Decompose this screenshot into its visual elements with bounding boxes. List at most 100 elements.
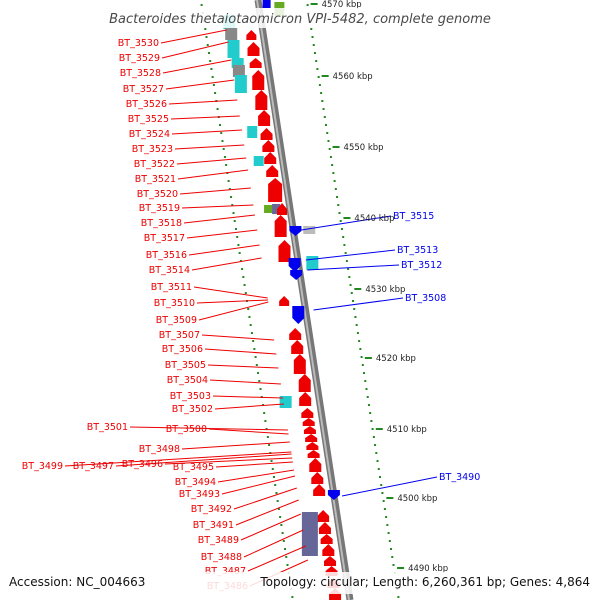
guide-dot	[326, 132, 329, 134]
guide-dot	[268, 444, 271, 446]
guide-dot	[347, 268, 350, 270]
gene-label-left[interactable]: BT_3517	[144, 233, 185, 244]
label-connector	[168, 99, 238, 105]
gene-label-left[interactable]: BT_3502	[172, 404, 213, 415]
gene-label-left[interactable]: BT_3498	[139, 444, 180, 455]
gene-label-left[interactable]: BT_3510	[154, 298, 195, 309]
gene-label-left[interactable]: BT_3494	[175, 477, 216, 488]
gene-label-left[interactable]: BT_3489	[198, 535, 239, 546]
gene-label-left[interactable]: BT_3511	[151, 282, 192, 293]
guide-dot	[318, 84, 321, 86]
guide-dot	[241, 268, 244, 270]
gene-label-left[interactable]: BT_3514	[149, 265, 190, 276]
guide-dot	[254, 356, 257, 358]
gene-feature-box	[253, 156, 264, 166]
label-connector	[164, 457, 293, 465]
forward-gene-arrow	[246, 30, 257, 40]
gene-label-left[interactable]: BT_3523	[132, 144, 173, 155]
gene-label-left[interactable]: BT_3522	[134, 159, 175, 170]
gene-label-right[interactable]: BT_3490	[439, 472, 480, 483]
guide-dot	[337, 204, 340, 206]
gene-label-right[interactable]: BT_3515	[393, 211, 434, 222]
footer-background	[0, 572, 600, 594]
gene-label-left[interactable]: BT_3497	[73, 461, 114, 472]
label-connector	[301, 215, 392, 231]
guide-dot	[366, 396, 369, 398]
gene-label-left[interactable]: BT_3527	[123, 84, 164, 95]
guide-dot	[243, 284, 246, 286]
guide-dot	[329, 156, 332, 158]
gene-label-left[interactable]: BT_3529	[119, 53, 160, 64]
label-connectors	[64, 29, 438, 587]
guide-dot	[327, 140, 330, 142]
forward-gene-arrow	[249, 58, 262, 68]
gene-label-left[interactable]: BT_3487	[205, 566, 246, 577]
guide-dot	[338, 212, 341, 214]
guide-dot	[291, 596, 294, 598]
forward-gene-arrow	[274, 215, 287, 237]
label-connector	[165, 79, 235, 90]
guide-dot	[312, 44, 315, 46]
guide-dot	[340, 228, 343, 230]
gene-label-left[interactable]: BT_3524	[129, 129, 170, 140]
label-connector	[247, 545, 306, 572]
reverse-gene-arrow	[289, 226, 302, 236]
gene-label-left[interactable]: BT_3499	[22, 461, 63, 472]
gene-label-left[interactable]: BT_3520	[137, 189, 178, 200]
guide-dot	[339, 220, 342, 222]
gene-label-left[interactable]: BT_3501	[87, 422, 128, 433]
guide-dot	[286, 564, 289, 566]
gene-label-left[interactable]: BT_3496	[122, 459, 163, 470]
gene-label-left[interactable]: BT_3525	[128, 114, 169, 125]
gene-label-left[interactable]: BT_3491	[193, 520, 234, 531]
summary-text: Topology: circular; Length: 6,260,361 bp…	[259, 575, 590, 589]
guide-dot	[204, 28, 207, 30]
reverse-gene-arrow	[290, 270, 303, 280]
label-connector	[221, 475, 296, 495]
gene-label-right[interactable]: BT_3512	[401, 260, 442, 271]
guide-dot	[261, 404, 264, 406]
gene-label-left[interactable]: BT_3503	[170, 391, 211, 402]
gene-label-left[interactable]: BT_3519	[139, 203, 180, 214]
gene-label-left[interactable]: BT_3526	[126, 99, 167, 110]
label-connector	[207, 364, 279, 369]
gene-label-left[interactable]: BT_3506	[162, 344, 203, 355]
gene-label-left[interactable]: BT_3528	[120, 68, 161, 79]
guide-dot	[374, 444, 377, 446]
gene-label-left[interactable]: BT_3518	[141, 218, 182, 229]
forward-gene-arrow	[307, 450, 320, 458]
forward-gene-arrow	[260, 128, 273, 140]
forward-gene-arrow	[302, 418, 315, 426]
guide-dot	[391, 556, 394, 558]
gene-label-left[interactable]: BT_3507	[159, 330, 200, 341]
guide-dot	[390, 548, 393, 550]
gene-label-right[interactable]: BT_3508	[405, 293, 446, 304]
gene-label-left[interactable]: BT_3495	[173, 462, 214, 473]
gene-label-left[interactable]: BT_3493	[179, 489, 220, 500]
guide-dot	[332, 172, 335, 174]
gene-label-left[interactable]: BT_3530	[118, 38, 159, 49]
gene-label-right[interactable]: BT_3513	[397, 245, 438, 256]
label-connector	[129, 426, 288, 431]
gene-label-left[interactable]: BT_3509	[156, 315, 197, 326]
gene-label-left[interactable]: BT_3504	[167, 375, 208, 386]
guide-dot	[265, 428, 268, 430]
label-connector	[307, 264, 400, 271]
guide-dot	[336, 196, 339, 198]
guide-dot	[350, 292, 353, 294]
gene-label-left[interactable]: BT_3500	[166, 424, 207, 435]
gene-label-left[interactable]: BT_3492	[191, 504, 232, 515]
guide-dot	[221, 140, 224, 142]
guide-dot	[263, 412, 266, 414]
gene-label-left[interactable]: BT_3505	[165, 360, 206, 371]
guide-dot	[233, 220, 236, 222]
label-connector	[191, 257, 262, 271]
gene-label-left[interactable]: BT_3516	[146, 250, 187, 261]
ruler-label: 4560 kbp	[333, 72, 373, 82]
gene-label-left[interactable]: BT_3488	[201, 552, 242, 563]
gene-label-left[interactable]: BT_3521	[135, 174, 176, 185]
guide-dot	[257, 372, 260, 374]
guide-dot	[228, 188, 231, 190]
label-connector	[198, 301, 269, 321]
guide-dot	[313, 52, 316, 54]
